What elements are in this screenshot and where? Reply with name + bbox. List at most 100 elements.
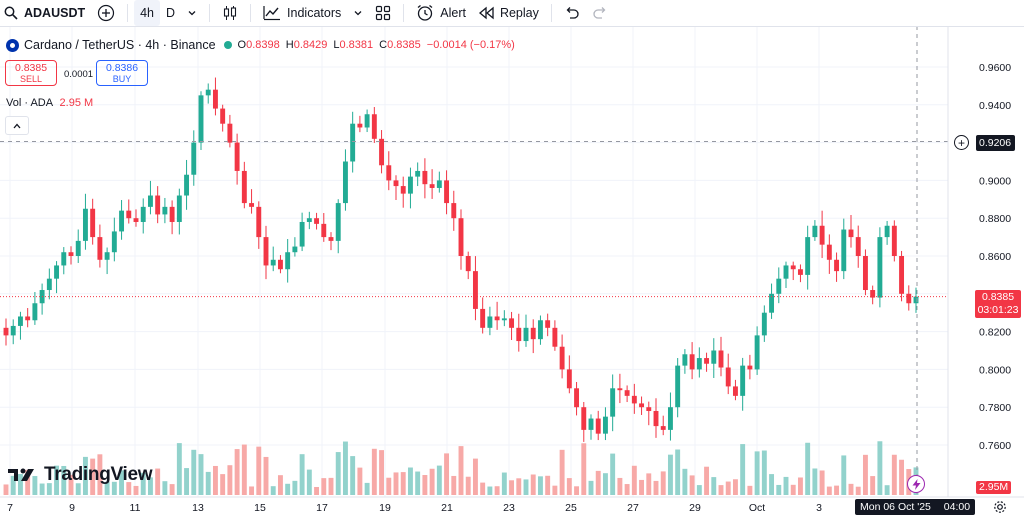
candle-body bbox=[631, 395, 637, 404]
legend-title[interactable]: Cardano / TetherUS · 4h · Binance bbox=[24, 38, 216, 52]
candle-body bbox=[46, 278, 52, 291]
candle-body bbox=[212, 89, 218, 109]
volume-bar bbox=[241, 444, 247, 495]
candle-body bbox=[848, 229, 854, 238]
tradingview-logo-text: TradingView bbox=[44, 464, 153, 485]
ohlc-open-label: O bbox=[237, 39, 247, 51]
candle-body bbox=[68, 252, 74, 256]
price-tick-label: 0.8600 bbox=[979, 251, 1011, 263]
tradingview-logo[interactable]: TradingView bbox=[8, 464, 153, 486]
collapse-legend-button[interactable] bbox=[5, 116, 29, 135]
sell-button[interactable]: 0.8385 SELL bbox=[5, 60, 57, 86]
volume-bar bbox=[523, 479, 529, 495]
candle-body bbox=[877, 237, 883, 298]
candle-body bbox=[754, 335, 760, 370]
time-tick-label: 9 bbox=[69, 502, 75, 514]
volume-bar bbox=[602, 473, 608, 495]
candle-body bbox=[126, 210, 132, 219]
volume-bar bbox=[776, 484, 782, 495]
price-tick-label: 0.8200 bbox=[979, 327, 1011, 339]
chart-type-button[interactable] bbox=[216, 0, 244, 26]
redo-button[interactable] bbox=[586, 0, 614, 26]
candle-body bbox=[769, 293, 775, 313]
volume-bar bbox=[17, 474, 23, 495]
volume-bar bbox=[184, 468, 190, 495]
volume-bar bbox=[119, 470, 125, 495]
add-alert-plus-icon[interactable]: + bbox=[954, 135, 969, 150]
candle-body bbox=[812, 225, 818, 238]
volume-bar bbox=[436, 465, 442, 495]
buy-button[interactable]: 0.8386 BUY bbox=[96, 60, 148, 86]
volume-bar bbox=[610, 453, 616, 495]
candle-body bbox=[458, 218, 464, 256]
last-price-label: 0.8385 03:01:23 bbox=[975, 290, 1021, 318]
timeframe-4h-button[interactable]: 4h bbox=[134, 0, 161, 26]
lightning-icon[interactable] bbox=[907, 475, 925, 493]
undo-icon bbox=[564, 6, 580, 20]
candle-body bbox=[566, 369, 572, 389]
candle-body bbox=[906, 293, 912, 304]
volume-bar bbox=[393, 472, 399, 495]
timeframe-day-button[interactable]: D bbox=[160, 0, 181, 26]
time-tick-label: 25 bbox=[565, 502, 577, 514]
indicators-icon bbox=[263, 5, 281, 21]
volume-bar bbox=[884, 485, 890, 495]
candle-body bbox=[371, 114, 377, 139]
undo-button[interactable] bbox=[558, 0, 586, 26]
volume-bar bbox=[812, 468, 818, 495]
time-tick-label: 15 bbox=[254, 502, 266, 514]
compare-symbol-button[interactable] bbox=[91, 0, 121, 26]
indicators-button[interactable]: Indicators bbox=[257, 0, 347, 26]
volume-bar bbox=[299, 454, 305, 495]
volume-legend[interactable]: Vol · ADA 2.95 M bbox=[6, 97, 93, 109]
volume-bar bbox=[480, 482, 486, 495]
volume-legend-value: 2.95 M bbox=[59, 97, 94, 109]
separator bbox=[403, 4, 405, 22]
volume-legend-label: Vol · ADA bbox=[6, 97, 53, 109]
volume-bar bbox=[314, 486, 320, 495]
alert-button[interactable]: Alert bbox=[410, 0, 472, 26]
volume-bar bbox=[667, 454, 673, 495]
candle-body bbox=[834, 259, 840, 272]
volume-bar bbox=[270, 486, 276, 495]
indicators-label: Indicators bbox=[287, 6, 342, 20]
volume-bar bbox=[162, 481, 168, 495]
candle-body bbox=[249, 203, 255, 207]
replay-button[interactable]: Replay bbox=[472, 0, 545, 26]
volume-bar bbox=[653, 480, 659, 495]
candle-body bbox=[797, 269, 803, 275]
candle-body bbox=[501, 318, 507, 321]
settings-gear-icon[interactable] bbox=[993, 500, 1007, 519]
volume-bar bbox=[292, 480, 298, 495]
candle-body bbox=[545, 320, 551, 328]
candle-body bbox=[292, 246, 298, 253]
candle-body bbox=[220, 108, 226, 124]
candle-body bbox=[509, 318, 515, 328]
price-tick-label: 0.7800 bbox=[979, 402, 1011, 414]
volume-bar bbox=[761, 450, 767, 495]
volume-bar bbox=[509, 480, 515, 495]
layout-button[interactable] bbox=[369, 0, 397, 26]
candle-body bbox=[537, 320, 543, 340]
alert-label: Alert bbox=[440, 6, 466, 20]
ohlc-change: −0.0014 (−0.17%) bbox=[426, 39, 515, 51]
candle-body bbox=[602, 416, 608, 434]
chevron-down-icon bbox=[353, 8, 363, 18]
timeframe-dropdown[interactable] bbox=[181, 0, 203, 26]
volume-bar bbox=[494, 486, 500, 495]
replay-icon bbox=[478, 6, 494, 20]
candle-body bbox=[610, 388, 616, 417]
volume-bar bbox=[617, 477, 623, 495]
volume-bar bbox=[429, 468, 435, 495]
indicators-dropdown[interactable] bbox=[347, 0, 369, 26]
candle-body bbox=[487, 316, 493, 328]
volume-bar bbox=[530, 474, 536, 495]
symbol-search[interactable]: ADAUSDT bbox=[0, 0, 91, 26]
candle-body bbox=[530, 327, 536, 340]
time-tick-label: 7 bbox=[7, 502, 13, 514]
volume-bar bbox=[545, 475, 551, 495]
candle-body bbox=[805, 237, 811, 275]
candle-body bbox=[646, 407, 652, 411]
candle-body bbox=[761, 312, 767, 336]
